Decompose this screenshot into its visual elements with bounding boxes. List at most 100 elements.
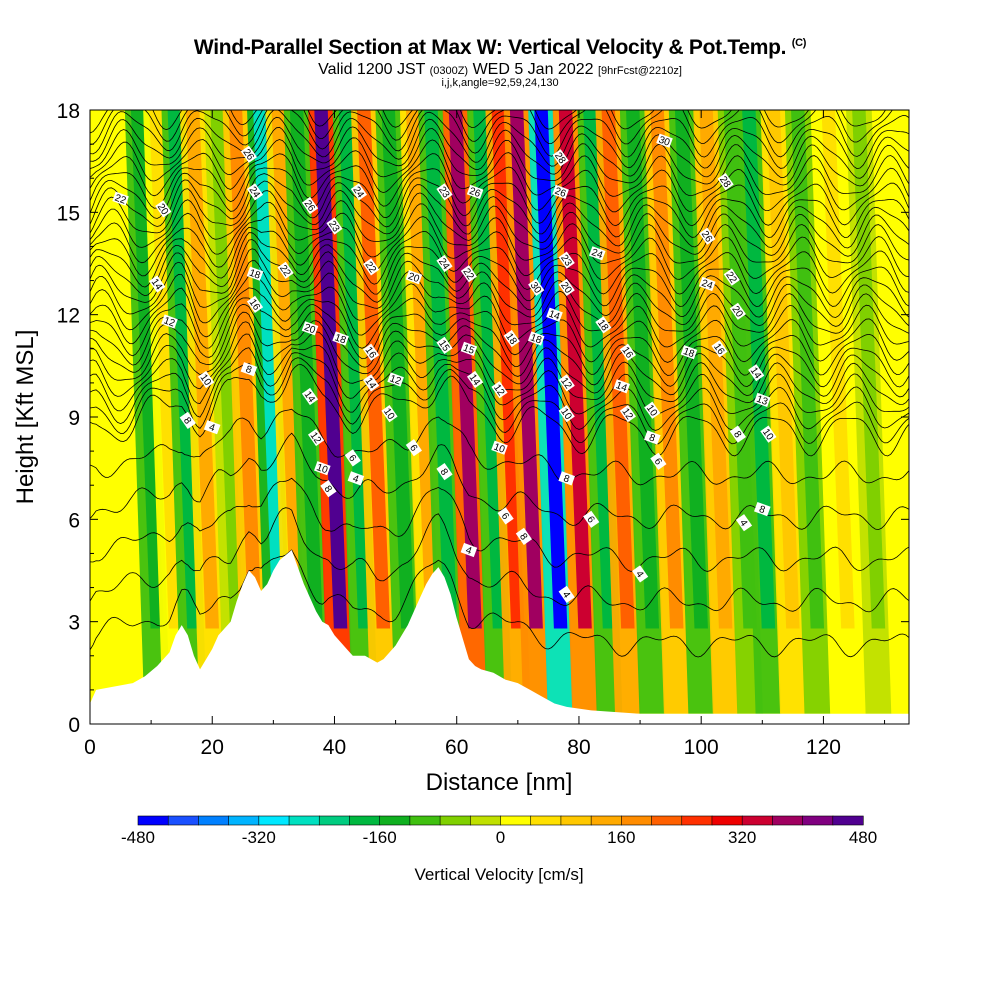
contour-label-text: 14 (547, 309, 562, 323)
contour-label-bg (155, 200, 172, 218)
isentrope-line (90, 549, 909, 658)
contour-label-bg (246, 295, 264, 314)
contour-label-bg (619, 404, 637, 423)
isentrope-line (90, 297, 909, 376)
contour-label-bg (497, 507, 514, 525)
velocity-band-core (650, 110, 684, 629)
isentrope-line (90, 239, 909, 318)
contour-label-bg (405, 439, 423, 457)
contour-label-text: 6 (584, 514, 596, 525)
contour-label: 24 (436, 254, 453, 272)
contour-label-bg (729, 425, 747, 443)
isentrope-line (90, 139, 909, 197)
colorbar-swatch (772, 815, 804, 826)
contour-label-bg (320, 479, 337, 498)
contour-label-bg (583, 510, 600, 528)
contour-label-bg (197, 370, 215, 389)
colorbar-swatch (500, 815, 532, 826)
contour-label-bg (644, 401, 661, 419)
contour-label-bg (405, 270, 423, 285)
velocity-band-core (852, 110, 886, 629)
contour-label: 15 (436, 336, 453, 354)
colorbar-swatch (741, 815, 773, 826)
y-tick-label: 15 (57, 202, 80, 225)
contour-label: 10 (381, 404, 398, 422)
isentrope-line (90, 110, 909, 170)
contour-label: 8 (320, 479, 337, 498)
contour-label: 18 (503, 329, 520, 347)
contour-label: 6 (497, 507, 514, 525)
contour-label-bg (552, 149, 569, 167)
contour-label-bg (350, 183, 368, 201)
contour-label: 4 (735, 514, 753, 532)
contour-label-bg (528, 278, 545, 297)
isentrope-line (90, 260, 909, 334)
isentrope-line (90, 215, 909, 281)
contour-label: 12 (619, 404, 637, 423)
colorbar-tick-label: 480 (849, 828, 877, 847)
contour-label-bg (723, 268, 740, 286)
velocity-band-core (130, 110, 164, 629)
x-tick-label: 0 (84, 736, 96, 759)
colorbar-swatch (379, 815, 411, 826)
x-axis-label: Distance [nm] (426, 769, 573, 796)
contour-label-bg (326, 217, 343, 235)
y-tick-label: 9 (68, 407, 80, 430)
contour-label: 8 (515, 527, 533, 546)
contour-label-text: 26 (468, 186, 483, 200)
isentrope-line (90, 226, 909, 295)
contour-label-text: 26 (553, 186, 568, 200)
contour-label-text: 4 (351, 473, 360, 485)
colorbar-tick-label: 320 (728, 828, 756, 847)
contour-label-bg (161, 314, 178, 329)
contour-label-text: 8 (562, 473, 571, 485)
contour-label: 18 (332, 331, 349, 347)
isentrope-line (90, 110, 909, 158)
contour-label-bg (277, 261, 294, 279)
contour-label: 14 (301, 387, 319, 405)
contour-label-bg (179, 411, 196, 430)
contour-label-bg (558, 251, 575, 269)
contour-label: 8 (179, 411, 196, 430)
isentrope-line (90, 126, 909, 187)
contour-label-bg (552, 184, 569, 199)
y-axis-label: Height [Kft MSL] (12, 330, 39, 505)
contour-label-bg (460, 341, 478, 356)
colorbar-swatch (258, 815, 290, 826)
velocity-band-core (357, 110, 391, 629)
colorbar (137, 815, 864, 826)
contour-label: 8 (754, 502, 771, 516)
contour-label-text: 12 (388, 373, 403, 387)
contour-label-text: 10 (492, 442, 507, 456)
contour-label: 10 (197, 370, 215, 389)
isentrope-line (90, 167, 909, 227)
contour-label-text: 8 (517, 532, 529, 543)
isentrope-line (90, 232, 909, 307)
contour-label: 10 (491, 440, 508, 456)
contour-label: 22 (363, 258, 380, 276)
velocity-band-core (626, 110, 660, 629)
contour-label: 20 (405, 270, 423, 285)
contour-label: 23 (436, 183, 453, 201)
x-tick-label: 20 (201, 736, 224, 759)
contour-label-bg (558, 278, 575, 297)
contour-label-bg (301, 321, 319, 336)
contour-label-bg (699, 227, 716, 245)
isentrope-line (90, 303, 909, 388)
x-axis: 0 20 40 60 80 100 120 (84, 110, 886, 759)
contour-label: 6 (583, 510, 600, 528)
isentrope-line (90, 110, 893, 145)
isentrope-line (90, 477, 909, 572)
contour-label-text: 4 (560, 590, 572, 601)
isentrope-line (90, 201, 909, 265)
contour-label-bg (332, 331, 349, 346)
contour-label-bg (595, 316, 612, 334)
y-tick-label: 0 (68, 714, 80, 737)
contour-label: 24 (699, 276, 716, 292)
contour-label: 18 (527, 331, 545, 347)
contour-label: 10 (760, 425, 777, 443)
chart-title: Wind-Parallel Section at Max W: Vertical… (0, 36, 1000, 60)
contour-label-bg (711, 340, 728, 358)
contour-label-bg (760, 425, 777, 443)
contour-label-bg (619, 343, 637, 361)
